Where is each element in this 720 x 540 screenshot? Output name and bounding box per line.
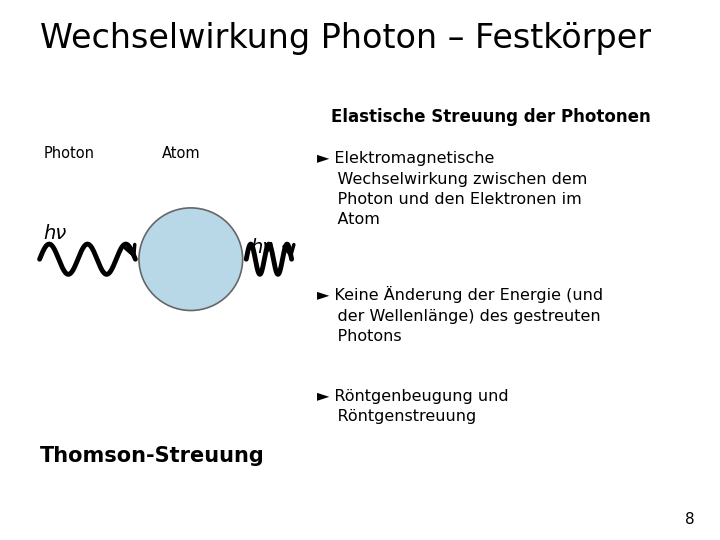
Text: hν: hν [43, 224, 66, 243]
Text: ► Keine Änderung der Energie (und
    der Wellenlänge) des gestreuten
    Photon: ► Keine Änderung der Energie (und der We… [317, 286, 603, 344]
Text: 8: 8 [685, 511, 695, 526]
Ellipse shape [139, 208, 243, 310]
Text: Wechselwirkung Photon – Festkörper: Wechselwirkung Photon – Festkörper [40, 22, 651, 55]
Text: Thomson-Streuung: Thomson-Streuung [40, 446, 264, 465]
Text: ► Elektromagnetische
    Wechselwirkung zwischen dem
    Photon und den Elektron: ► Elektromagnetische Wechselwirkung zwis… [317, 151, 588, 227]
Text: Photon: Photon [43, 146, 94, 161]
Text: Elastische Streuung der Photonen: Elastische Streuung der Photonen [331, 108, 651, 126]
Text: Atom: Atom [162, 146, 201, 161]
Text: hν: hν [251, 238, 274, 256]
Text: ► Röntgenbeugung und
    Röntgenstreuung: ► Röntgenbeugung und Röntgenstreuung [317, 389, 508, 424]
